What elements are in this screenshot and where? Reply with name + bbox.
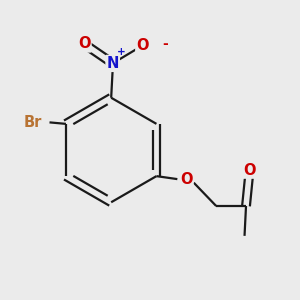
- Text: O: O: [180, 172, 193, 187]
- Text: N: N: [106, 56, 119, 71]
- Text: Br: Br: [24, 115, 42, 130]
- Text: O: O: [78, 37, 91, 52]
- Text: O: O: [136, 38, 149, 53]
- Text: +: +: [117, 47, 125, 57]
- Text: O: O: [243, 163, 255, 178]
- Text: -: -: [162, 37, 168, 51]
